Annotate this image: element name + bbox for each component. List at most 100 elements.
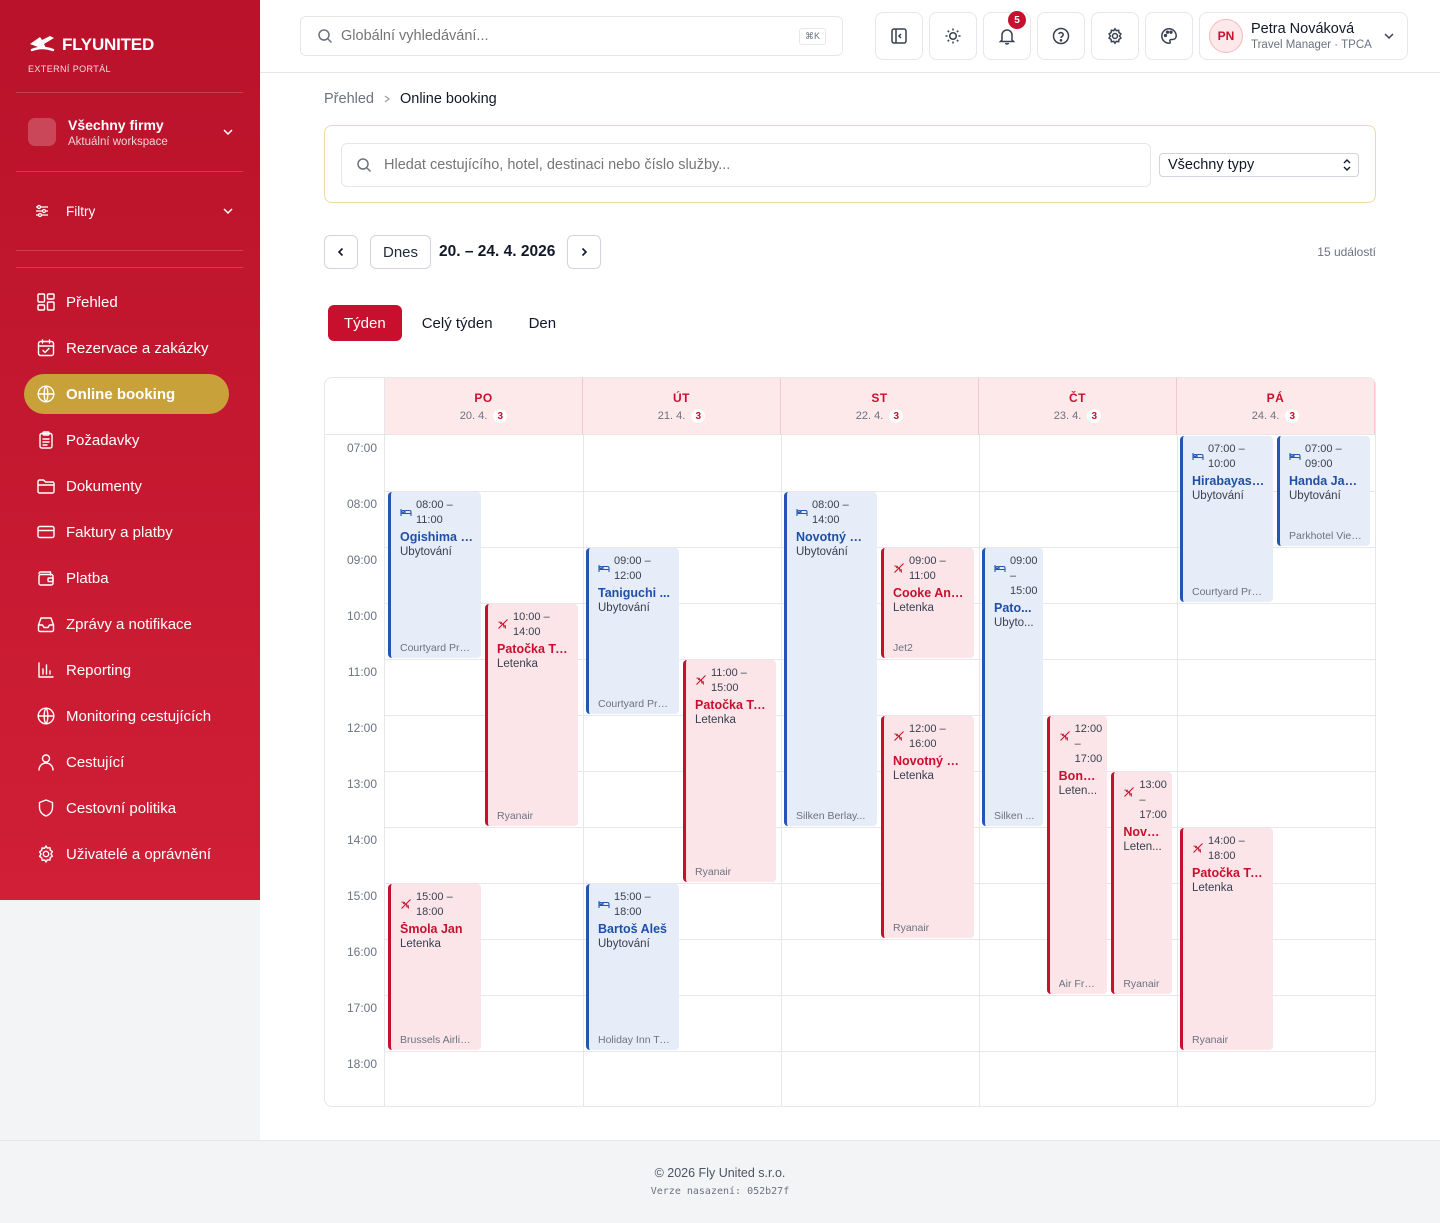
- flight-event[interactable]: 09:00 – 11:00 Cooke Ang... Letenka Jet2: [881, 548, 974, 658]
- sidebar-nav: Přehled Rezervace a zakázky Online booking…: [24, 282, 229, 880]
- event-time-from: 07:00 –: [1305, 443, 1342, 455]
- hotel-event[interactable]: 15:00 – 18:00 Bartoš Aleš Ubytování Holiday …: [586, 884, 679, 1050]
- sidebar-item-uzivatele-a-opravneni[interactable]: Uživatelé a oprávnění: [24, 834, 229, 874]
- settings-button[interactable]: [1091, 12, 1139, 60]
- sidebar-item-monitoring-cestujicich[interactable]: Monitoring cestujících: [24, 696, 229, 736]
- view-tab[interactable]: Týden: [328, 305, 402, 341]
- day-event-count: 3: [889, 409, 904, 423]
- event-time: 09:00 – 15:00: [1010, 554, 1038, 599]
- event-type: Ubytování: [1289, 490, 1341, 502]
- event-time: 09:00 – 11:00: [909, 554, 946, 584]
- sidebar-item-cestovni-politika[interactable]: Cestovní politika: [24, 788, 229, 828]
- flight-event[interactable]: 10:00 – 14:00 Patočka To... Letenka Ryanair: [485, 604, 578, 826]
- event-provider: Air Fran...: [1058, 978, 1100, 990]
- event-time: 15:00 – 18:00: [614, 890, 651, 920]
- workspace-switcher[interactable]: Všechny firmy Aktuální workspace: [28, 112, 234, 152]
- airplane-icon: [1059, 730, 1071, 742]
- bed-icon: [796, 506, 808, 518]
- select-arrows-icon: [1342, 158, 1352, 172]
- event-traveler: Novotný M...: [893, 754, 966, 768]
- flight-event[interactable]: 11:00 – 15:00 Patočka To... Letenka Ryanair: [683, 660, 776, 882]
- event-time-to: 09:00: [1305, 458, 1333, 470]
- search-shortcut: ⌘K: [798, 27, 826, 45]
- hotel-event[interactable]: 09:00 – 15:00 Pato... Ubyto... Silken ...: [982, 548, 1043, 826]
- hotel-event[interactable]: 09:00 – 12:00 Taniguchi ... Ubytování Courty…: [586, 548, 679, 714]
- clipboard-icon: [36, 430, 56, 450]
- bed-icon: [598, 898, 610, 910]
- event-type: Letenka: [497, 658, 538, 670]
- event-time: 09:00 – 12:00: [614, 554, 651, 584]
- chevron-right-icon: [382, 94, 392, 104]
- event-provider: Ryanair: [893, 922, 930, 934]
- global-search[interactable]: ⌘K: [300, 16, 843, 56]
- hour-label: 10:00: [346, 609, 377, 623]
- palette-button[interactable]: [1145, 12, 1193, 60]
- brand[interactable]: FLYUNITED EXTERNÍ PORTÁL: [28, 34, 154, 74]
- global-search-input[interactable]: [341, 28, 799, 44]
- breadcrumb-current: Online booking: [399, 91, 497, 107]
- prev-week-button[interactable]: [324, 235, 358, 269]
- event-time-to: 11:00: [909, 570, 936, 582]
- event-time-from: 12:00 –: [909, 723, 946, 735]
- brand-name: FLYUNITED: [62, 35, 155, 54]
- booking-search-input[interactable]: [384, 157, 1150, 173]
- event-traveler: Bonn...: [1058, 769, 1100, 783]
- avatar: PN: [1209, 19, 1243, 53]
- hotel-event[interactable]: 08:00 – 11:00 Ogishima T... Ubytování Courty…: [388, 492, 481, 658]
- next-week-button[interactable]: [567, 235, 602, 269]
- time-column-border: [384, 435, 385, 1106]
- event-time-to: 18:00: [1208, 850, 1236, 862]
- sidebar-item-online-booking[interactable]: Online booking: [24, 374, 229, 414]
- event-provider: Jet2: [893, 642, 913, 654]
- flight-event[interactable]: 12:00 – 16:00 Novotný M... Letenka Ryanair: [881, 716, 974, 938]
- sidebar-item-zpravy-a-notifikace[interactable]: Zprávy a notifikace: [24, 604, 229, 644]
- filters-toggle[interactable]: Filtry: [34, 200, 234, 222]
- flight-event[interactable]: 15:00 – 18:00 Šmola Jan Letenka Brussels Air…: [388, 884, 481, 1050]
- airplane-icon: [497, 618, 509, 630]
- day-date: 20. 4.: [459, 410, 488, 422]
- sidebar-item-pozadavky[interactable]: Požadavky: [24, 420, 229, 460]
- help-button[interactable]: [1037, 12, 1085, 60]
- event-time-to: 14:00: [812, 514, 840, 526]
- today-button[interactable]: Dnes: [370, 235, 432, 269]
- notifications-button[interactable]: 5: [983, 11, 1031, 60]
- user-menu[interactable]: PN Petra Nováková Travel Manager · TPCA: [1199, 12, 1408, 60]
- sidebar-item-reporting[interactable]: Reporting: [24, 650, 229, 690]
- event-traveler: Novo...: [1123, 825, 1164, 839]
- event-time-to: 10:00: [1208, 458, 1236, 470]
- week-calendar: PO 20. 4. 3 ÚT 21. 4. 3 ST 22. 4. 3 ČT 23. 4. 3 PÁ 24…: [324, 377, 1376, 1107]
- event-time-from: 08:00 –: [812, 499, 849, 511]
- sidebar-item-dokumenty[interactable]: Dokumenty: [24, 466, 229, 506]
- hotel-event[interactable]: 07:00 – 10:00 Hirabayash... Ubytování Courty…: [1180, 436, 1273, 602]
- sidebar-item-rezervace-a-zakazky[interactable]: Rezervace a zakázky: [24, 328, 229, 368]
- flight-event[interactable]: 14:00 – 18:00 Patočka To... Letenka Ryanair: [1180, 828, 1273, 1050]
- hour-label: 08:00: [346, 497, 377, 511]
- flight-event[interactable]: 12:00 – 17:00 Bonn... Leten... Air Fran...: [1046, 716, 1108, 994]
- flight-event[interactable]: 13:00 – 17:00 Novo... Leten... Ryanair: [1111, 772, 1172, 994]
- sidebar-item-faktury-a-platby[interactable]: Faktury a platby: [24, 512, 229, 552]
- view-switcher: Týden Celý týden Den: [328, 305, 576, 341]
- sidebar-item-cestujici[interactable]: Cestující: [24, 742, 229, 782]
- hour-label: 09:00: [346, 553, 377, 567]
- version: Verze nasazení: 052b27f: [650, 1186, 790, 1197]
- bell-icon: [998, 27, 1016, 45]
- airplane-icon: [893, 730, 905, 742]
- hotel-event[interactable]: 07:00 – 09:00 Handa Jakub Ubytování Parkhote…: [1277, 436, 1370, 546]
- event-time-from: 09:00 –: [909, 555, 946, 567]
- view-tab[interactable]: Den: [528, 314, 557, 332]
- event-traveler: Bartoš Aleš: [598, 922, 668, 936]
- sidebar-item-platba[interactable]: Platba: [24, 558, 229, 598]
- theme-toggle-button[interactable]: [929, 12, 977, 60]
- view-tab[interactable]: Celý týden: [421, 314, 493, 332]
- toggle-sidebar-button[interactable]: [875, 12, 923, 60]
- sidebar-item-prehled[interactable]: Přehled: [24, 282, 229, 322]
- type-select[interactable]: Všechny typy: [1159, 153, 1359, 177]
- hotel-event[interactable]: 08:00 – 14:00 Novotný M... Ubytování Silken …: [784, 492, 877, 826]
- bed-icon: [598, 562, 610, 574]
- user-icon: [36, 752, 56, 772]
- hour-label: 15:00: [346, 889, 377, 903]
- booking-search[interactable]: [341, 143, 1151, 187]
- sidebar-item-label: Přehled: [66, 293, 118, 311]
- breadcrumb-root[interactable]: Přehled: [324, 91, 374, 107]
- day-header: ČT 23. 4. 3: [979, 378, 1177, 435]
